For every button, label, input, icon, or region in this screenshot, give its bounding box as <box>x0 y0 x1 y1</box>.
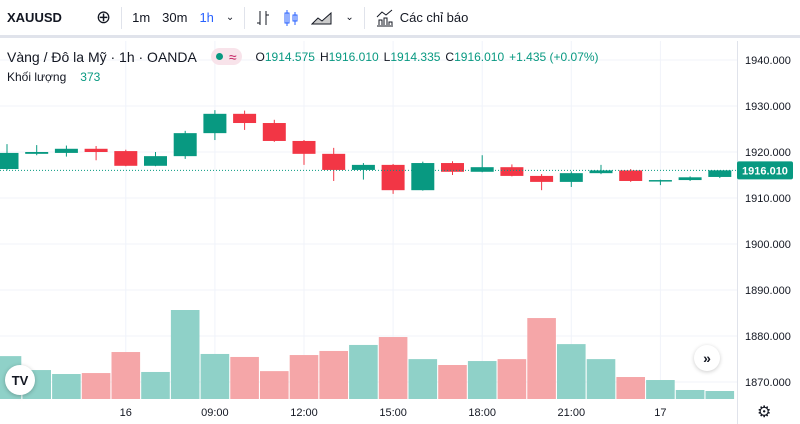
volume-bar <box>616 377 645 399</box>
candle-body <box>144 156 167 166</box>
candle-body <box>203 113 227 134</box>
time-tick-label: 09:00 <box>201 407 229 419</box>
series-title[interactable]: Vàng / Đô la Mỹ · 1h · OANDA <box>7 48 197 65</box>
candle-body <box>381 164 405 191</box>
divider <box>363 6 365 29</box>
volume-bar <box>467 361 497 399</box>
divider <box>121 6 123 29</box>
volume-bar <box>705 391 735 399</box>
candle-body <box>648 180 672 182</box>
candle-body <box>708 170 732 177</box>
area-chart-type-icon[interactable] <box>305 0 339 35</box>
candle-body <box>84 148 108 152</box>
price-tick-label: 1870.000 <box>745 377 791 389</box>
candle-body <box>441 163 464 172</box>
last-price-label: 1916.010 <box>742 165 788 177</box>
volume-legend: Khối lượng 373 <box>7 70 100 84</box>
indicators-label: Các chỉ báo <box>399 10 469 25</box>
volume-bar <box>527 318 556 399</box>
volume-bar <box>260 371 289 399</box>
candle-body <box>114 151 138 166</box>
time-tick-label: 12:00 <box>290 407 318 419</box>
time-tick-label: 21:00 <box>558 407 586 419</box>
time-tick-label: 17 <box>654 407 666 419</box>
candle-body <box>0 152 19 170</box>
bar-chart-type-icon[interactable] <box>249 0 277 35</box>
time-tick-label: 18:00 <box>468 407 496 419</box>
volume-bar <box>111 352 141 399</box>
candle-body <box>559 173 583 182</box>
volume-bar <box>586 359 616 399</box>
price-change: +1.435 (+0.07%) <box>509 49 599 64</box>
candle-body <box>262 123 286 141</box>
price-chart[interactable]: 1940.000 1930.000 1920.000 1910.000 1900.000… <box>0 41 800 424</box>
series-legend: Vàng / Đô la Mỹ · 1h · OANDA ≈ O1914.575… <box>7 48 599 65</box>
price-tick-label: 1920.000 <box>745 147 791 159</box>
volume-bar <box>438 365 467 399</box>
price-tick-label: 1930.000 <box>745 101 791 113</box>
volume-bar <box>675 389 705 399</box>
volume-bar <box>349 344 378 399</box>
chevron-down-icon[interactable]: ⌄ <box>225 12 235 23</box>
plus-circle-icon[interactable]: ⊕ <box>96 7 112 27</box>
volume-bar <box>81 373 111 399</box>
candle-body <box>530 175 554 182</box>
delayed-data-icon: ≈ <box>228 48 237 65</box>
market-open-dot-icon <box>215 53 223 60</box>
volume-value: 373 <box>80 70 101 84</box>
ohlc-values: O1914.575 H1916.010 L1914.335 C1916.010 … <box>255 49 599 64</box>
candle-body <box>25 152 49 154</box>
candle-body <box>54 148 78 153</box>
volume-bar <box>497 359 527 399</box>
candle-body <box>619 170 643 181</box>
candle-body <box>678 177 702 181</box>
volume-bar <box>141 371 170 399</box>
candle-body <box>351 164 375 170</box>
candle-body <box>292 140 316 154</box>
candle-body <box>411 163 435 191</box>
market-status-badge[interactable]: ≈ <box>210 48 242 65</box>
volume-bar <box>170 310 200 399</box>
candle-body <box>322 153 346 170</box>
time-tick-label: 15:00 <box>379 407 407 419</box>
chevron-down-icon[interactable]: ⌄ <box>345 12 354 23</box>
top-toolbar: XAUUSD ⊕ 1m 30m 1h ⌄ ⌄ Các chỉ báo <box>0 0 800 38</box>
candle-body <box>173 133 197 157</box>
candle-body <box>589 170 613 174</box>
volume-bar <box>52 374 81 399</box>
volume-bar <box>230 356 259 399</box>
gear-icon[interactable]: ⚙ <box>757 404 772 421</box>
candle-body <box>500 167 524 176</box>
time-tick-label: 16 <box>120 407 132 419</box>
last-price-label-bg <box>737 161 793 180</box>
indicators-button[interactable]: Các chỉ báo <box>369 0 475 35</box>
price-tick-label: 1880.000 <box>745 331 791 343</box>
candles-chart-type-icon[interactable] <box>277 0 305 35</box>
candle-body <box>233 113 257 124</box>
symbol-search[interactable]: XAUUSD <box>7 10 62 25</box>
volume-bar <box>646 380 675 399</box>
volume-bar <box>378 337 408 399</box>
price-tick-label: 1910.000 <box>745 193 791 205</box>
interval-1m[interactable]: 1m <box>132 10 151 25</box>
price-axis-border <box>737 41 738 424</box>
price-tick-label: 1940.000 <box>745 55 791 67</box>
tradingview-logo-icon[interactable]: TV <box>5 365 35 395</box>
price-tick-label: 1900.000 <box>745 239 791 251</box>
volume-bar <box>557 344 586 399</box>
interval-1h[interactable]: 1h <box>199 10 214 25</box>
divider <box>244 6 246 29</box>
interval-30m[interactable]: 30m <box>162 10 188 25</box>
volume-bar <box>289 355 319 399</box>
price-tick-label: 1890.000 <box>745 285 791 297</box>
indicators-icon <box>376 9 393 26</box>
scroll-to-realtime-button[interactable]: » <box>694 345 720 371</box>
volume-label: Khối lượng <box>7 70 67 84</box>
volume-bar <box>319 350 348 399</box>
volume-bar <box>408 359 438 399</box>
candle-body <box>470 167 494 172</box>
volume-bar <box>200 353 230 399</box>
